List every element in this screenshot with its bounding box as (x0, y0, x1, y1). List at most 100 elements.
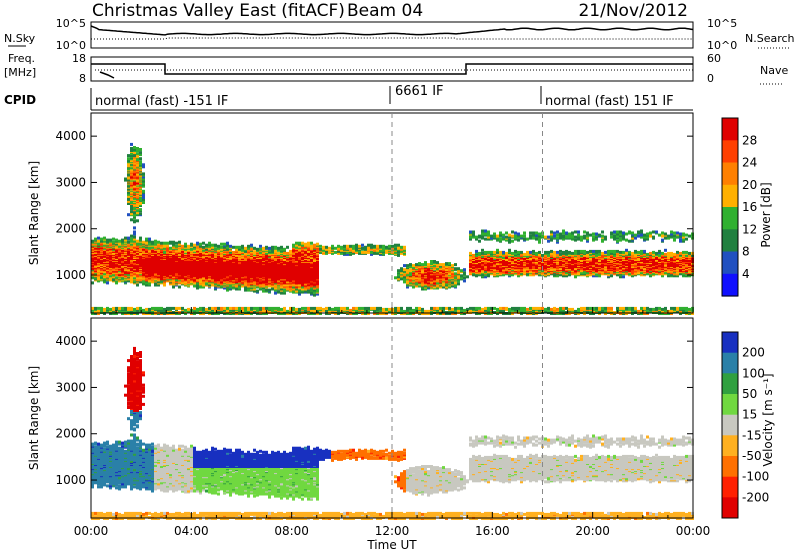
heatmap-cell (451, 281, 454, 285)
heatmap-cell (490, 250, 493, 254)
heatmap-cell (142, 172, 145, 176)
heatmap-cell (139, 153, 142, 157)
heatmap-cell (292, 243, 295, 247)
heatmap-cell (397, 250, 400, 254)
heatmap-cell (163, 307, 166, 311)
heatmap-cell (127, 306, 130, 310)
cpid-panel: CPID normal (fast) -151 IF 6661 IF norma… (4, 84, 693, 111)
heatmap-cell (112, 306, 115, 310)
heatmap-cell (181, 306, 184, 310)
heatmap-cell (481, 232, 484, 236)
heatmap-cell (436, 261, 439, 265)
heatmap-cell (298, 307, 301, 311)
heatmap-cell (202, 306, 205, 310)
heatmap-cell (367, 250, 370, 254)
heatmap-cell (481, 254, 484, 258)
heatmap-cell (361, 306, 364, 310)
heatmap-cell (406, 268, 409, 272)
heatmap-cell (433, 264, 436, 268)
heatmap-cell (250, 243, 253, 247)
noise-sky-label: N.Sky (4, 32, 36, 45)
heatmap-cell (319, 306, 322, 310)
heatmap-cell (394, 243, 397, 247)
noise-right-tick-top: 10^5 (707, 17, 737, 30)
heatmap-cell (157, 240, 160, 244)
heatmap-cell (397, 253, 400, 257)
heatmap-cell (502, 273, 505, 277)
heatmap-cell (139, 212, 142, 216)
heatmap-cell (133, 235, 136, 239)
heatmap-cell (352, 246, 355, 250)
heatmap-cell (388, 307, 391, 311)
heatmap-cell (97, 242, 100, 246)
heatmap-cell (328, 246, 331, 250)
heatmap-cell (127, 162, 130, 166)
heatmap-cell (469, 309, 472, 313)
heatmap-cell (259, 244, 262, 248)
heatmap-cell (358, 306, 361, 310)
heatmap-cell (160, 241, 163, 245)
heatmap-cell (400, 267, 403, 271)
heatmap-cell (367, 245, 370, 249)
heatmap-cell (319, 244, 322, 248)
heatmap-cell (382, 307, 385, 311)
heatmap-cell (367, 308, 370, 312)
heatmap-cell (133, 146, 136, 149)
heatmap-cell (325, 245, 328, 249)
heatmap-cell (229, 244, 232, 248)
heatmap-cell (91, 308, 94, 312)
heatmap-cell (499, 308, 502, 312)
heatmap-cell (115, 238, 118, 242)
heatmap-cell (187, 307, 190, 311)
heatmap-cell (193, 243, 196, 247)
heatmap-cell (379, 244, 382, 248)
heatmap-cell (127, 196, 130, 200)
heatmap-cell (115, 306, 118, 310)
heatmap-cell (442, 263, 445, 267)
freq-right-tick-top: 60 (707, 52, 721, 65)
heatmap-cell (301, 306, 304, 310)
heatmap-cell (406, 281, 409, 285)
heatmap-cell (214, 247, 217, 251)
heatmap-cell (490, 306, 493, 310)
heatmap-cell (112, 237, 115, 241)
heatmap-cell (448, 266, 451, 270)
heatmap-cell (163, 241, 166, 245)
heatmap-cell (340, 245, 343, 249)
heatmap-cell (127, 192, 130, 196)
cpid-segment-2: 6661 IF (395, 84, 444, 99)
heatmap-cell (283, 306, 286, 310)
heatmap-cell (403, 278, 406, 282)
heatmap-cell (268, 309, 271, 313)
freq-panel: Freq. [MHz] 18 8 60 0 Nave (4, 52, 788, 85)
heatmap-cell (337, 244, 340, 248)
heatmap-cell (253, 250, 256, 254)
heatmap-cell (349, 308, 352, 312)
heatmap-cell (421, 287, 424, 291)
heatmap-cell (466, 307, 469, 311)
heatmap-cell (451, 307, 454, 311)
heatmap-cell (208, 244, 211, 248)
heatmap-cell (247, 244, 250, 248)
heatmap-cell (334, 246, 337, 250)
heatmap-cell (187, 244, 190, 248)
heatmap-cell (364, 245, 367, 249)
heatmap-cell (274, 249, 277, 253)
heatmap-cell (139, 202, 142, 205)
heatmap-cell (382, 251, 385, 255)
heatmap-cell (403, 309, 406, 313)
heatmap-cell (352, 248, 355, 252)
heatmap-cell (370, 243, 373, 247)
heatmap-cell (151, 240, 154, 244)
heatmap-cell (262, 286, 265, 290)
heatmap-cell (475, 235, 478, 239)
heatmap-cell (337, 251, 340, 255)
heatmap-cell (106, 306, 109, 310)
heatmap-cell (136, 154, 139, 158)
heatmap-cell (94, 242, 97, 246)
heatmap-cell (253, 287, 256, 291)
heatmap-cell (160, 308, 163, 312)
heatmap-cell (274, 288, 277, 292)
heatmap-cell (424, 309, 427, 313)
heatmap-cell (307, 290, 310, 294)
